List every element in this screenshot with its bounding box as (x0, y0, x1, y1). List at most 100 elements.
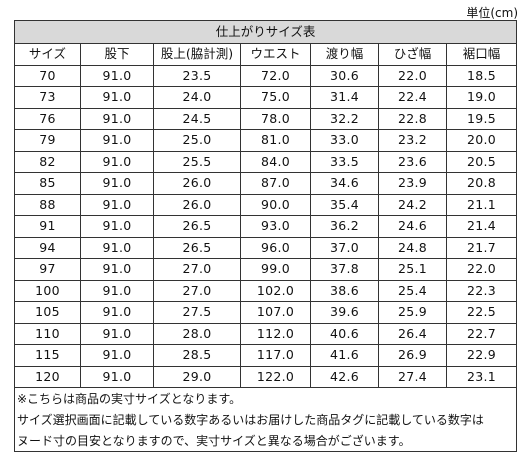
table-cell: 27.0 (153, 258, 241, 281)
table-cell: 91.0 (80, 301, 154, 324)
table-cell: 27.0 (153, 279, 241, 302)
table-cell: 72.0 (240, 64, 311, 87)
table-cell: 112.0 (240, 322, 311, 345)
unit-label: 単位(cm) (466, 6, 518, 20)
table-cell: 78.0 (240, 107, 311, 130)
table-cell: 23.5 (153, 64, 241, 87)
table-cell: 99.0 (240, 258, 311, 281)
table-cell: 91.0 (80, 107, 154, 130)
table-cell: 122.0 (240, 365, 311, 388)
table-cell: 94 (14, 236, 81, 259)
table-cell: 24.0 (153, 86, 241, 109)
table-cell: 87.0 (240, 172, 311, 195)
table-row: 82 91.0 25.5 84.0 33.5 23.6 20.5 (14, 150, 518, 173)
table-cell: 24.2 (378, 193, 447, 216)
table-cell: 20.8 (445, 172, 518, 195)
table-cell: 26.0 (153, 193, 241, 216)
table-cell: 21.1 (445, 193, 518, 216)
table-cell: 21.7 (445, 236, 518, 259)
table-cell: 22.0 (378, 64, 447, 87)
table-cell: 25.5 (153, 150, 241, 173)
column-header: 裾口幅 (445, 43, 518, 66)
table-cell: 34.6 (310, 172, 379, 195)
column-header: 渡り幅 (310, 43, 379, 66)
table-row: 100 91.0 27.0 102.0 38.6 25.4 22.3 (14, 279, 518, 302)
table-cell: 73 (14, 86, 81, 109)
table-title: 仕上がりサイズ表 (13, 20, 518, 44)
note-line: サイズ選択画面に記載している数字あるいはお届けした商品タグに記載している数字は (13, 409, 518, 430)
table-cell: 91.0 (80, 86, 154, 109)
table-cell: 91.0 (80, 172, 154, 195)
table-cell: 91.0 (80, 258, 154, 281)
table-cell: 110 (14, 322, 81, 345)
column-header: 股下 (80, 43, 154, 66)
table-cell: 39.6 (310, 301, 379, 324)
table-cell: 20.0 (445, 129, 518, 152)
table-cell: 19.5 (445, 107, 518, 130)
table-cell: 96.0 (240, 236, 311, 259)
size-chart-table: 仕上がりサイズ表 サイズ 股下 股上(脇計測) ウエスト 渡り幅 ひざ幅 裾口幅 70 91.… (13, 20, 518, 452)
table-cell: 22.9 (445, 344, 518, 367)
table-cell: 91.0 (80, 344, 154, 367)
table-cell: 20.5 (445, 150, 518, 173)
table-cell: 82 (14, 150, 81, 173)
table-cell: 91.0 (80, 279, 154, 302)
notes: ※こちらは商品の実寸サイズとなります。 サイズ選択画面に記載している数字あるいはお… (13, 387, 518, 452)
table-cell: 25.0 (153, 129, 241, 152)
table-cell: 35.4 (310, 193, 379, 216)
table-cell: 22.3 (445, 279, 518, 302)
column-header: ウエスト (240, 43, 311, 66)
table-cell: 23.1 (445, 365, 518, 388)
table-cell: 26.5 (153, 236, 241, 259)
table-cell: 26.4 (378, 322, 447, 345)
table-cell: 97 (14, 258, 81, 281)
table-row: 73 91.0 24.0 75.0 31.4 22.4 19.0 (14, 86, 518, 109)
table-cell: 25.9 (378, 301, 447, 324)
table-cell: 91.0 (80, 129, 154, 152)
table-cell: 117.0 (240, 344, 311, 367)
table-cell: 115 (14, 344, 81, 367)
table-cell: 22.8 (378, 107, 447, 130)
table-cell: 91.0 (80, 322, 154, 345)
table-cell: 100 (14, 279, 81, 302)
table-cell: 18.5 (445, 64, 518, 87)
table-cell: 29.0 (153, 365, 241, 388)
table-cell: 23.9 (378, 172, 447, 195)
table-cell: 27.5 (153, 301, 241, 324)
header-row: サイズ 股下 股上(脇計測) ウエスト 渡り幅 ひざ幅 裾口幅 (14, 43, 518, 66)
column-header: 股上(脇計測) (153, 43, 241, 66)
column-header: ひざ幅 (378, 43, 447, 66)
table-row: 105 91.0 27.5 107.0 39.6 25.9 22.5 (14, 301, 518, 324)
table-cell: 88 (14, 193, 81, 216)
table-cell: 31.4 (310, 86, 379, 109)
table-row: 94 91.0 26.5 96.0 37.0 24.8 21.7 (14, 236, 518, 259)
table-row: 91 91.0 26.5 93.0 36.2 24.6 21.4 (14, 215, 518, 238)
table-cell: 33.5 (310, 150, 379, 173)
table-row: 79 91.0 25.0 81.0 33.0 23.2 20.0 (14, 129, 518, 152)
table-row: 110 91.0 28.0 112.0 40.6 26.4 22.7 (14, 322, 518, 345)
table-cell: 40.6 (310, 322, 379, 345)
table-cell: 32.2 (310, 107, 379, 130)
table-cell: 81.0 (240, 129, 311, 152)
table-cell: 107.0 (240, 301, 311, 324)
table-cell: 91.0 (80, 236, 154, 259)
note-line: ヌード寸の目安となりますので、実寸サイズと異なる場合がございます。 (13, 430, 518, 452)
table-cell: 25.4 (378, 279, 447, 302)
table-cell: 91.0 (80, 365, 154, 388)
table-row: 70 91.0 23.5 72.0 30.6 22.0 18.5 (14, 64, 518, 87)
table-cell: 28.5 (153, 344, 241, 367)
table-cell: 91.0 (80, 193, 154, 216)
table-cell: 38.6 (310, 279, 379, 302)
table-cell: 91 (14, 215, 81, 238)
table-cell: 23.6 (378, 150, 447, 173)
table-cell: 22.0 (445, 258, 518, 281)
table-cell: 42.6 (310, 365, 379, 388)
table-cell: 70 (14, 64, 81, 87)
table-cell: 26.0 (153, 172, 241, 195)
table-cell: 33.0 (310, 129, 379, 152)
table-cell: 37.8 (310, 258, 379, 281)
table-cell: 22.7 (445, 322, 518, 345)
table-cell: 23.2 (378, 129, 447, 152)
table-row: 85 91.0 26.0 87.0 34.6 23.9 20.8 (14, 172, 518, 195)
note-line: ※こちらは商品の実寸サイズとなります。 (13, 387, 518, 409)
